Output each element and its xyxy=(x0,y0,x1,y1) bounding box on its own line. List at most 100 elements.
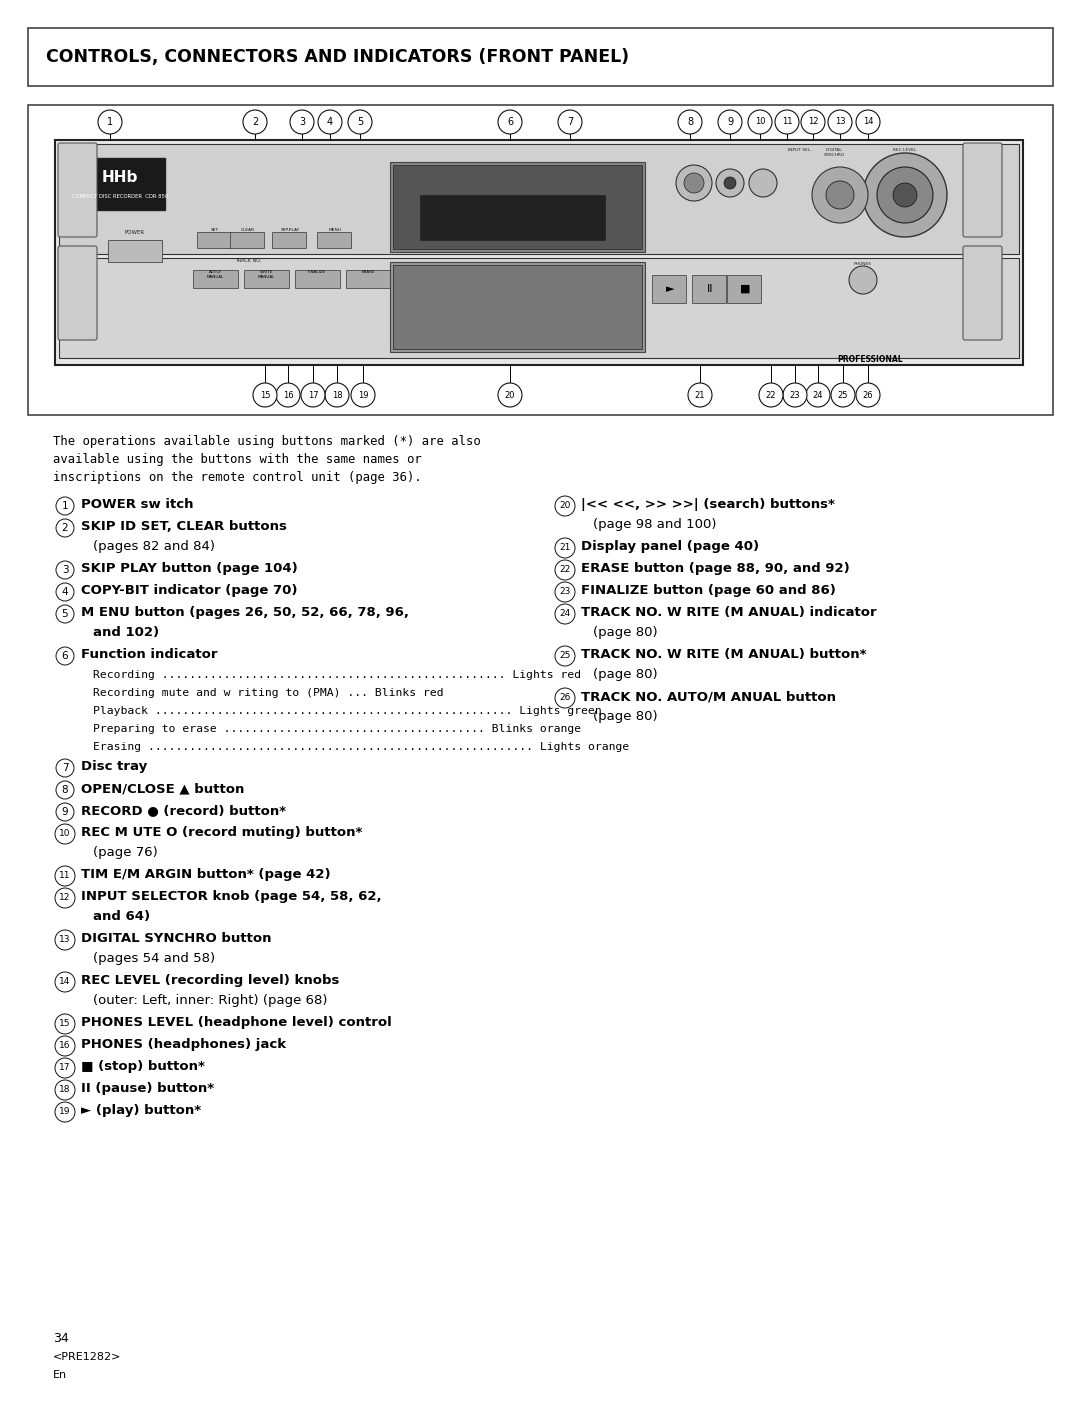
Text: 7: 7 xyxy=(62,764,68,773)
Circle shape xyxy=(291,111,314,134)
Text: ■ (stop) button*: ■ (stop) button* xyxy=(81,1061,205,1073)
Circle shape xyxy=(498,111,522,134)
Circle shape xyxy=(555,688,575,708)
Bar xyxy=(346,270,391,289)
Text: 14: 14 xyxy=(863,118,874,126)
Circle shape xyxy=(688,382,712,408)
Circle shape xyxy=(555,496,575,516)
Text: TRACK NO. AUTO/M ANUAL button: TRACK NO. AUTO/M ANUAL button xyxy=(581,691,836,703)
Text: 25: 25 xyxy=(838,391,848,399)
FancyBboxPatch shape xyxy=(963,143,1002,237)
Circle shape xyxy=(831,382,855,408)
Circle shape xyxy=(351,382,375,408)
Text: DIGITAL SYNCHRO button: DIGITAL SYNCHRO button xyxy=(81,932,271,946)
Text: REC LEVEL (recording level) knobs: REC LEVEL (recording level) knobs xyxy=(81,974,339,986)
Circle shape xyxy=(243,111,267,134)
Text: ► (play) button*: ► (play) button* xyxy=(81,1104,201,1117)
Circle shape xyxy=(826,181,854,209)
Circle shape xyxy=(301,382,325,408)
Text: 7: 7 xyxy=(567,118,573,127)
Circle shape xyxy=(98,111,122,134)
Circle shape xyxy=(775,111,799,134)
Bar xyxy=(420,195,605,240)
Circle shape xyxy=(55,930,75,950)
Text: 10: 10 xyxy=(59,829,71,839)
Text: TRACK NO. W RITE (M ANUAL) button*: TRACK NO. W RITE (M ANUAL) button* xyxy=(581,649,866,661)
Text: SKP.PLAY: SKP.PLAY xyxy=(281,228,299,233)
Text: INPUT SEL.: INPUT SEL. xyxy=(788,149,812,151)
Bar xyxy=(390,163,645,252)
Circle shape xyxy=(55,972,75,992)
Circle shape xyxy=(55,1058,75,1077)
Circle shape xyxy=(555,604,575,623)
Text: RECORD ● (record) button*: RECORD ● (record) button* xyxy=(81,804,286,817)
Text: SKIP PLAY button (page 104): SKIP PLAY button (page 104) xyxy=(81,562,298,574)
Text: 4: 4 xyxy=(327,118,333,127)
Circle shape xyxy=(849,266,877,294)
Text: available using the buttons with the same names or: available using the buttons with the sam… xyxy=(53,453,422,467)
FancyBboxPatch shape xyxy=(58,247,97,340)
Circle shape xyxy=(55,1080,75,1100)
Text: 17: 17 xyxy=(59,1063,71,1073)
Circle shape xyxy=(56,583,75,601)
Circle shape xyxy=(253,382,276,408)
Circle shape xyxy=(56,780,75,799)
Text: 17: 17 xyxy=(308,391,319,399)
Text: AUTO/
MANUAL: AUTO/ MANUAL xyxy=(206,270,224,279)
Text: 2: 2 xyxy=(62,523,68,532)
Circle shape xyxy=(863,153,947,237)
Text: 18: 18 xyxy=(59,1086,71,1094)
Text: 20: 20 xyxy=(559,502,570,510)
Text: 24: 24 xyxy=(559,609,570,618)
Text: M ENU button (pages 26, 50, 52, 66, 78, 96,: M ENU button (pages 26, 50, 52, 66, 78, … xyxy=(81,607,409,619)
Text: 13: 13 xyxy=(59,936,71,944)
Text: COPY-BIT indicator (page 70): COPY-BIT indicator (page 70) xyxy=(81,584,297,597)
Circle shape xyxy=(276,382,300,408)
Text: COMPACT DISC RECORDER  CDR 850: COMPACT DISC RECORDER CDR 850 xyxy=(72,193,168,199)
Text: II (pause) button*: II (pause) button* xyxy=(81,1082,214,1096)
Bar xyxy=(244,270,289,289)
Text: ■: ■ xyxy=(740,284,751,294)
Text: 19: 19 xyxy=(59,1108,71,1117)
Text: 8: 8 xyxy=(62,785,68,794)
Bar xyxy=(727,275,761,303)
Circle shape xyxy=(856,382,880,408)
Text: 9: 9 xyxy=(62,807,68,817)
Text: TRACK NO.: TRACK NO. xyxy=(234,258,261,263)
Bar xyxy=(393,165,642,249)
Circle shape xyxy=(555,538,575,558)
Bar xyxy=(295,270,340,289)
Circle shape xyxy=(325,382,349,408)
Text: 23: 23 xyxy=(789,391,800,399)
Text: DIGITAL
SYNCHRO: DIGITAL SYNCHRO xyxy=(823,149,845,157)
Circle shape xyxy=(498,382,522,408)
Text: (page 76): (page 76) xyxy=(93,846,158,859)
Circle shape xyxy=(55,1014,75,1034)
Text: PHONES (headphones) jack: PHONES (headphones) jack xyxy=(81,1038,286,1051)
Text: PROFESSIONAL: PROFESSIONAL xyxy=(837,354,903,364)
Bar xyxy=(318,233,351,248)
Text: POWER: POWER xyxy=(125,230,145,235)
Text: POWER sw itch: POWER sw itch xyxy=(81,497,193,511)
Text: REC M UTE O (record muting) button*: REC M UTE O (record muting) button* xyxy=(81,827,363,839)
Circle shape xyxy=(828,111,852,134)
Circle shape xyxy=(318,111,342,134)
Text: 1: 1 xyxy=(107,118,113,127)
Text: Disc tray: Disc tray xyxy=(81,759,147,773)
Text: 12: 12 xyxy=(808,118,819,126)
Bar xyxy=(193,270,238,289)
Text: 14: 14 xyxy=(59,978,70,986)
Bar xyxy=(393,265,642,349)
Text: WRITE
MANUAL: WRITE MANUAL xyxy=(257,270,274,279)
Text: 34: 34 xyxy=(53,1332,69,1345)
Text: 6: 6 xyxy=(62,651,68,661)
Text: Playback .................................................... Lights green: Playback ...............................… xyxy=(93,706,602,716)
Text: 5: 5 xyxy=(62,609,68,619)
Text: 11: 11 xyxy=(59,871,71,880)
Bar xyxy=(272,233,306,248)
Bar xyxy=(28,105,1053,415)
Circle shape xyxy=(56,497,75,516)
Circle shape xyxy=(750,170,777,198)
Text: CLEAR: CLEAR xyxy=(241,228,255,233)
Circle shape xyxy=(856,111,880,134)
